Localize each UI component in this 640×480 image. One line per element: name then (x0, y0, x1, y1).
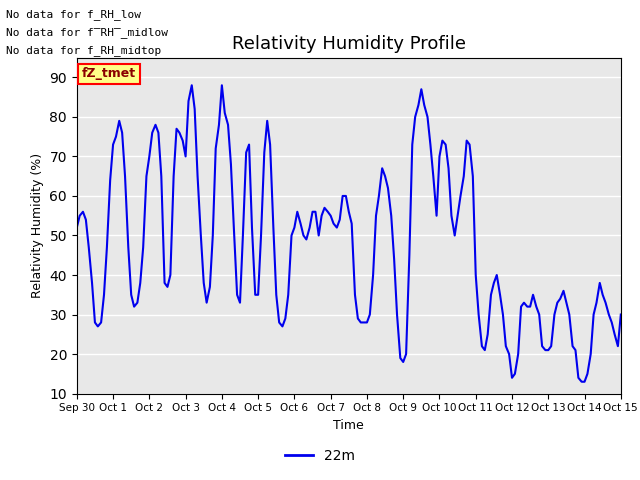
Y-axis label: Relativity Humidity (%): Relativity Humidity (%) (31, 153, 44, 298)
Text: No data for f_RH_midtop: No data for f_RH_midtop (6, 45, 162, 56)
Text: fZ_tmet: fZ_tmet (82, 67, 136, 80)
Title: Relativity Humidity Profile: Relativity Humidity Profile (232, 35, 466, 53)
Legend: 22m: 22m (280, 443, 360, 468)
Text: No data for f_RH_low: No data for f_RH_low (6, 9, 141, 20)
Text: No data for f̅RH̅_midlow: No data for f̅RH̅_midlow (6, 27, 168, 38)
X-axis label: Time: Time (333, 419, 364, 432)
